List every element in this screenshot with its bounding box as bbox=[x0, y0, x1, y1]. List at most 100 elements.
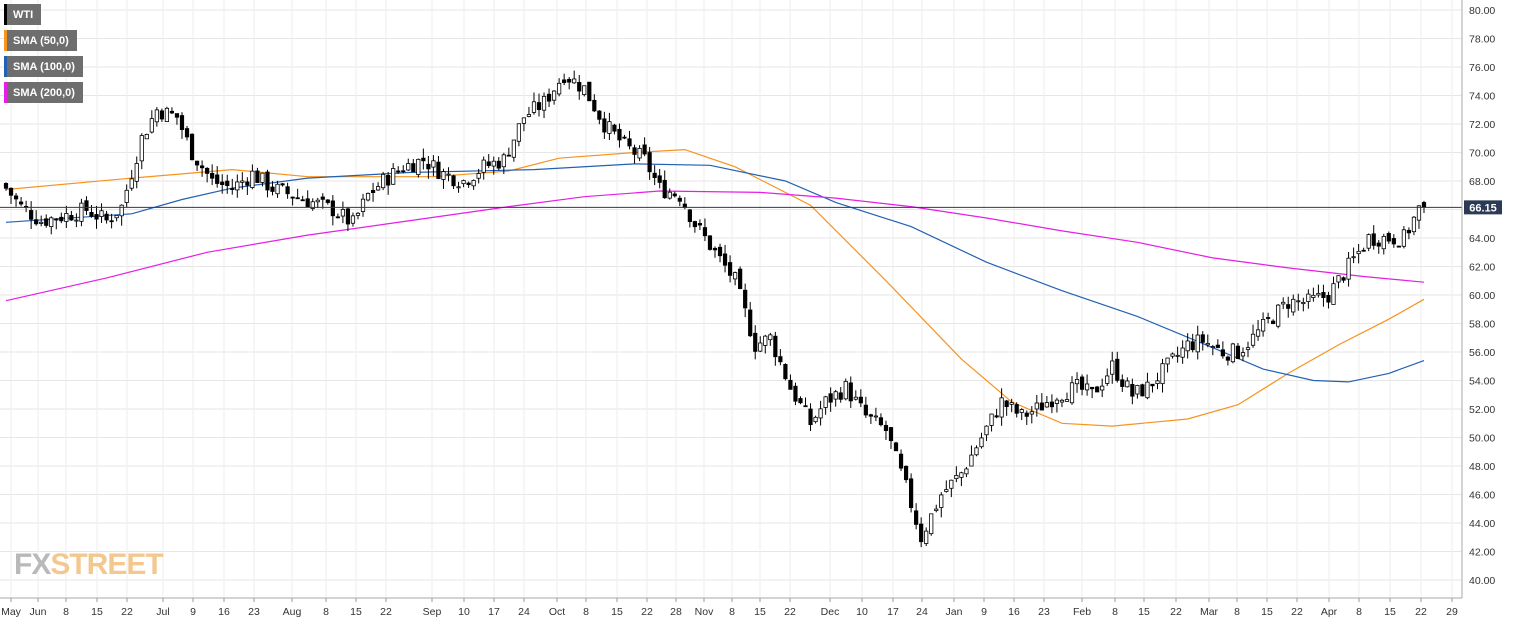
candle-down bbox=[205, 167, 210, 174]
candle-up bbox=[1009, 402, 1014, 405]
candle-down bbox=[597, 110, 602, 120]
legend-sma-50[interactable]: SMA (50,0) bbox=[4, 30, 77, 51]
y-tick-label: 60.00 bbox=[1469, 290, 1495, 302]
candle-up bbox=[1034, 402, 1039, 410]
candle-down bbox=[421, 157, 426, 162]
candle-up bbox=[1019, 409, 1024, 413]
candle-up bbox=[1029, 411, 1034, 415]
candle-down bbox=[300, 199, 305, 202]
candle-up bbox=[758, 342, 763, 352]
candle-down bbox=[617, 128, 622, 141]
candle-up bbox=[1059, 399, 1065, 403]
candle-up bbox=[1381, 236, 1386, 250]
candle-down bbox=[396, 170, 401, 173]
candle-down bbox=[868, 414, 873, 417]
candle-down bbox=[1376, 242, 1381, 247]
candle-down bbox=[914, 510, 919, 525]
x-tick-label: 15 bbox=[350, 606, 362, 618]
legend-sma-100[interactable]: SMA (100,0) bbox=[4, 56, 83, 77]
candle-down bbox=[265, 171, 270, 191]
candle-down bbox=[612, 124, 617, 132]
candle-down bbox=[325, 199, 330, 203]
candle-down bbox=[738, 268, 743, 290]
x-tick-label: 15 bbox=[1138, 606, 1150, 618]
candle-up bbox=[1064, 399, 1070, 402]
candle-down bbox=[657, 175, 662, 183]
candle-down bbox=[863, 404, 868, 416]
candle-down bbox=[627, 138, 632, 147]
candle-down bbox=[994, 415, 999, 418]
candle-down bbox=[89, 212, 94, 217]
candle-down bbox=[466, 182, 471, 185]
legend-sma-200[interactable]: SMA (200,0) bbox=[4, 82, 83, 103]
candle-up bbox=[582, 85, 587, 95]
candle-up bbox=[491, 160, 496, 167]
y-tick-label: 70.00 bbox=[1469, 148, 1495, 160]
candle-down bbox=[230, 188, 235, 190]
x-tick-label: 9 bbox=[981, 606, 987, 618]
candle-up bbox=[813, 416, 818, 423]
candle-up bbox=[1185, 340, 1190, 352]
candle-down bbox=[3, 183, 9, 189]
sma-lines bbox=[5, 148, 1425, 427]
candle-down bbox=[828, 393, 833, 403]
candle-down bbox=[808, 408, 813, 426]
candle-down bbox=[69, 215, 74, 221]
candle-down bbox=[788, 379, 793, 390]
candle-up bbox=[461, 180, 466, 185]
candle-down bbox=[587, 81, 592, 102]
y-tick-label: 56.00 bbox=[1469, 347, 1495, 359]
candle-down bbox=[647, 152, 652, 173]
legend-wti[interactable]: WTI bbox=[4, 4, 42, 25]
x-tick-label: 23 bbox=[248, 606, 260, 618]
candle-up bbox=[260, 172, 265, 183]
candle-down bbox=[1406, 229, 1412, 234]
candle-down bbox=[838, 392, 843, 400]
last-price-label: 66.15 bbox=[1469, 202, 1497, 214]
y-tick-label: 58.00 bbox=[1469, 319, 1495, 331]
candle-down bbox=[1090, 386, 1095, 390]
candle-down bbox=[1220, 349, 1225, 357]
candle-up bbox=[391, 168, 396, 185]
candle-down bbox=[562, 79, 567, 84]
x-tick-label: Dec bbox=[821, 606, 840, 618]
candle-up bbox=[39, 221, 44, 224]
candle-down bbox=[320, 196, 325, 200]
candle-down bbox=[1421, 202, 1427, 208]
candle-up bbox=[999, 397, 1004, 418]
candle-down bbox=[878, 417, 884, 426]
x-tick-label: 8 bbox=[729, 606, 735, 618]
candle-up bbox=[1351, 256, 1356, 259]
candle-down bbox=[1391, 238, 1396, 245]
candle-down bbox=[215, 174, 220, 184]
candle-up bbox=[134, 163, 139, 182]
y-tick-label: 78.00 bbox=[1469, 34, 1495, 46]
candle-up bbox=[833, 391, 838, 400]
candle-down bbox=[1271, 320, 1276, 325]
candle-up bbox=[1240, 352, 1246, 357]
candle-up bbox=[843, 381, 848, 400]
candle-down bbox=[54, 218, 59, 221]
candle-up bbox=[1074, 379, 1080, 385]
y-tick-label: 76.00 bbox=[1469, 62, 1495, 74]
candle-down bbox=[592, 99, 597, 112]
candle-up bbox=[1260, 318, 1266, 332]
candle-up bbox=[74, 219, 79, 222]
grid bbox=[0, 0, 1462, 598]
candle-up bbox=[476, 173, 481, 179]
x-tick-label: 15 bbox=[1261, 606, 1273, 618]
candle-up bbox=[375, 186, 381, 191]
candle-down bbox=[1079, 376, 1085, 390]
candle-down bbox=[652, 172, 657, 178]
candle-down bbox=[345, 208, 351, 225]
candle-up bbox=[541, 95, 547, 111]
candle-down bbox=[426, 163, 431, 170]
candle-down bbox=[1361, 249, 1366, 252]
candle-down bbox=[567, 79, 572, 83]
x-tick-label: Mar bbox=[1200, 606, 1219, 618]
candle-down bbox=[1321, 292, 1326, 298]
candle-up bbox=[1230, 343, 1236, 363]
candle-down bbox=[1014, 404, 1019, 414]
x-tick-label: Jun bbox=[30, 606, 47, 618]
x-tick-label: 9 bbox=[190, 606, 196, 618]
